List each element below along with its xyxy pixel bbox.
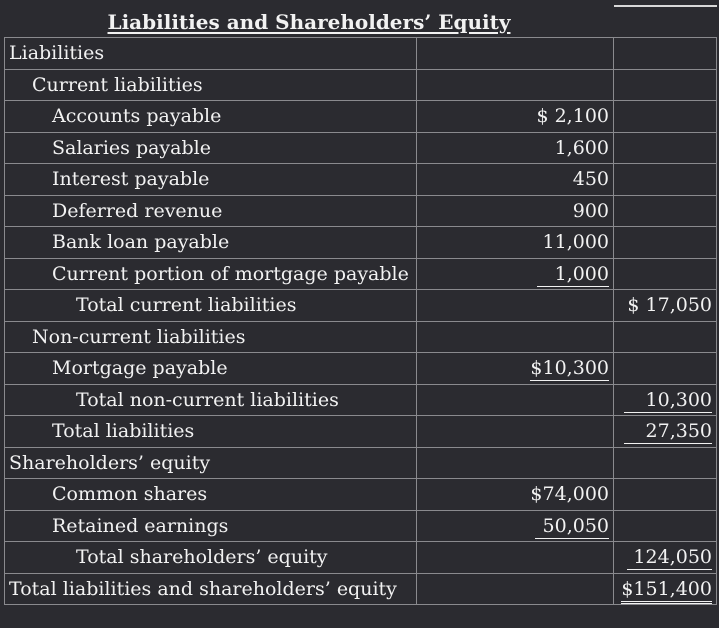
row-amount: $10,300 xyxy=(416,352,614,385)
table-row: Mortgage payable $10,300 xyxy=(4,352,717,385)
row-amount-value: $10,300 xyxy=(530,357,609,382)
table-row: Interest payable 450 xyxy=(4,163,717,196)
row-total xyxy=(613,478,717,511)
table-row: Bank loan payable 11,000 xyxy=(4,226,717,259)
row-amount: 900 xyxy=(416,194,614,227)
row-total xyxy=(613,131,717,164)
table-row: Total shareholders’ equity 124,050 xyxy=(4,541,717,574)
table-row: Total current liabilities $ 17,050 xyxy=(4,289,717,322)
row-total-value: 27,350 xyxy=(623,420,712,445)
row-total: 124,050 xyxy=(613,541,717,574)
table-row: Retained earnings 50,050 xyxy=(4,509,717,542)
row-amount xyxy=(416,415,614,448)
row-total-value: $151,400 xyxy=(621,577,712,604)
row-amount: 1,600 xyxy=(416,131,614,164)
row-label: Retained earnings xyxy=(4,509,417,542)
table-row: Total liabilities and shareholders’ equi… xyxy=(4,572,717,605)
row-total xyxy=(613,226,717,259)
row-label: Total shareholders’ equity xyxy=(4,541,417,574)
row-label: Interest payable xyxy=(4,163,417,196)
row-amount: $74,000 xyxy=(416,478,614,511)
row-total xyxy=(613,194,717,227)
liabilities-equity-table: Liabilities and Shareholders’ Equity Lia… xyxy=(4,5,717,605)
table-row: Current portion of mortgage payable 1,00… xyxy=(4,257,717,290)
row-label: Deferred revenue xyxy=(4,194,417,227)
row-amount: 1,000 xyxy=(416,257,614,290)
table-title-cell: Liabilities and Shareholders’ Equity xyxy=(4,6,614,38)
row-label: Total current liabilities xyxy=(4,289,417,322)
row-amount xyxy=(416,37,614,70)
row-total xyxy=(613,68,717,101)
row-total xyxy=(613,100,717,133)
row-amount: $ 2,100 xyxy=(416,100,614,133)
row-label: Non-current liabilities xyxy=(4,320,417,353)
row-amount xyxy=(416,446,614,479)
row-label: Total liabilities xyxy=(4,415,417,448)
row-amount: 50,050 xyxy=(416,509,614,542)
row-label: Accounts payable xyxy=(4,100,417,133)
title-blank-cell xyxy=(613,5,717,38)
row-label: Total non-current liabilities xyxy=(4,383,417,416)
row-total xyxy=(613,446,717,479)
table-row: Accounts payable $ 2,100 xyxy=(4,100,717,133)
row-label: Current portion of mortgage payable xyxy=(4,257,417,290)
table-row: Current liabilities xyxy=(4,68,717,101)
table-title: Liabilities and Shareholders’ Equity xyxy=(107,9,511,34)
table-row: Non-current liabilities xyxy=(4,320,717,353)
row-total xyxy=(613,352,717,385)
row-total xyxy=(613,37,717,70)
table-row: Shareholders’ equity xyxy=(4,446,717,479)
row-total: 10,300 xyxy=(613,383,717,416)
row-total-value: 124,050 xyxy=(627,546,712,571)
table-row: Deferred revenue 900 xyxy=(4,194,717,227)
row-amount xyxy=(416,320,614,353)
table-row: Total non-current liabilities 10,300 xyxy=(4,383,717,416)
table-row: Common shares $74,000 xyxy=(4,478,717,511)
row-label: Shareholders’ equity xyxy=(4,446,417,479)
row-amount xyxy=(416,68,614,101)
row-total xyxy=(613,320,717,353)
row-amount xyxy=(416,383,614,416)
row-amount: 11,000 xyxy=(416,226,614,259)
row-amount xyxy=(416,572,614,605)
row-total xyxy=(613,509,717,542)
row-total xyxy=(613,163,717,196)
table-row: Total liabilities 27,350 xyxy=(4,415,717,448)
row-amount-value: 50,050 xyxy=(534,514,609,539)
row-amount-value: 1,000 xyxy=(536,262,609,287)
row-amount xyxy=(416,541,614,574)
row-label: Current liabilities xyxy=(4,68,417,101)
row-total: $151,400 xyxy=(613,572,717,605)
table-row: Liabilities xyxy=(4,37,717,70)
row-total xyxy=(613,257,717,290)
row-label: Mortgage payable xyxy=(4,352,417,385)
row-label: Liabilities xyxy=(4,37,417,70)
row-total-value: 10,300 xyxy=(623,388,712,413)
row-label: Total liabilities and shareholders’ equi… xyxy=(4,572,417,605)
row-label: Bank loan payable xyxy=(4,226,417,259)
row-amount xyxy=(416,289,614,322)
row-label: Common shares xyxy=(4,478,417,511)
row-label: Salaries payable xyxy=(4,131,417,164)
row-amount: 450 xyxy=(416,163,614,196)
row-total: 27,350 xyxy=(613,415,717,448)
table-row: Salaries payable 1,600 xyxy=(4,131,717,164)
row-total: $ 17,050 xyxy=(613,289,717,322)
title-row: Liabilities and Shareholders’ Equity xyxy=(4,5,717,38)
